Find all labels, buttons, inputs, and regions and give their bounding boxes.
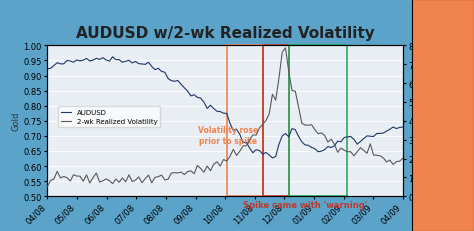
- Y-axis label: Gold: Gold: [11, 112, 20, 131]
- Bar: [227, 46, 263, 196]
- Title: AUDUSD w/2-wk Realized Volatility: AUDUSD w/2-wk Realized Volatility: [76, 26, 374, 41]
- Bar: [263, 46, 289, 196]
- Text: Spike came with 'warning': Spike came with 'warning': [243, 200, 367, 209]
- Y-axis label: 2-wk Realized Volatility: 2-wk Realized Volatility: [430, 77, 439, 166]
- Text: Volatility rose
prior to spike: Volatility rose prior to spike: [198, 126, 259, 145]
- Bar: [289, 46, 347, 196]
- Text: Volatility fell as
fear subsided: Volatility fell as fear subsided: [420, 94, 474, 114]
- Legend: AUDUSD, 2-wk Realized Volatility: AUDUSD, 2-wk Realized Volatility: [58, 107, 160, 128]
